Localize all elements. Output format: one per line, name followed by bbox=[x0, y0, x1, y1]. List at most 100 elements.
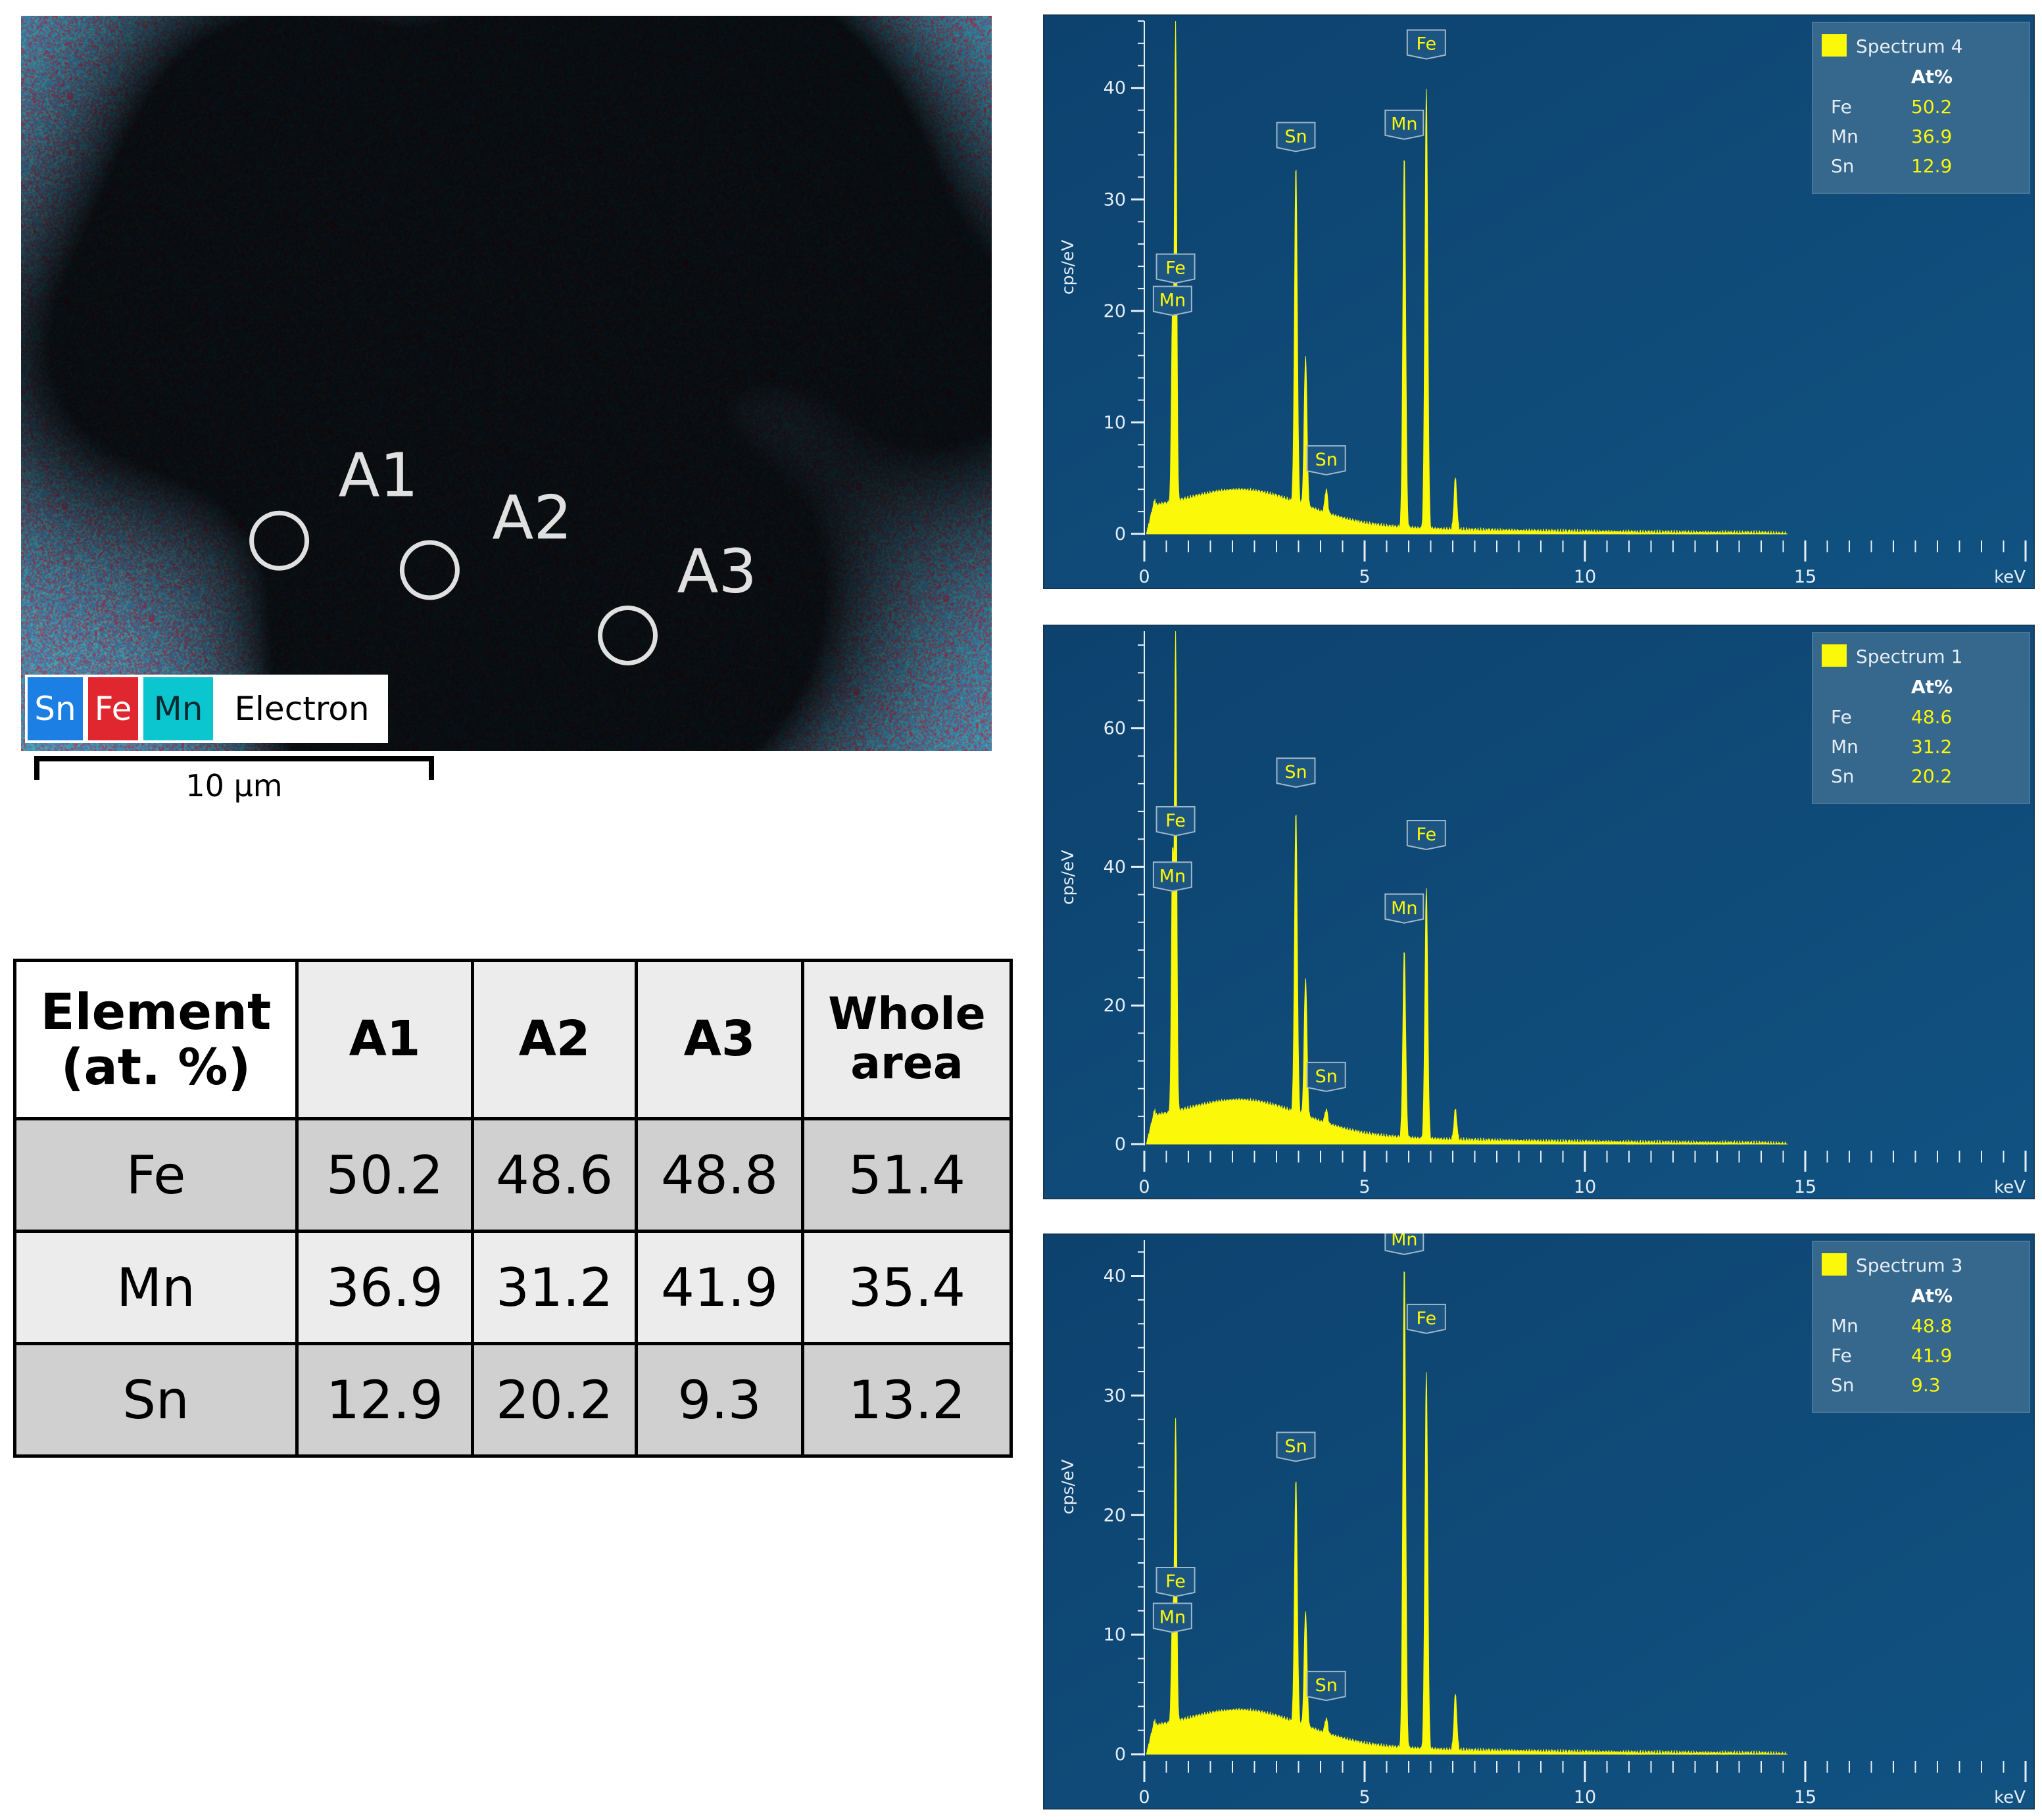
peak-tag-box bbox=[1406, 29, 1446, 60]
y-tick-label: 10 bbox=[1104, 412, 1126, 433]
x-tick-label: 10 bbox=[1574, 1787, 1596, 1808]
legend-swatch bbox=[1822, 644, 1847, 667]
peak-tag-label: Fe bbox=[1165, 811, 1186, 831]
x-tick-label: 0 bbox=[1138, 1177, 1150, 1197]
x-unit-label: keV bbox=[1994, 1178, 2026, 1197]
scale-bar-tick-right bbox=[429, 756, 434, 780]
table-cell: 9.3 bbox=[635, 1342, 804, 1458]
spectrum-area bbox=[1146, 20, 1788, 535]
x-tick-label: 5 bbox=[1359, 567, 1370, 587]
legend-swatch bbox=[1822, 1253, 1847, 1276]
legend-series-name: Spectrum 3 bbox=[1856, 1255, 1962, 1276]
peak-tag-label: Sn bbox=[1315, 1066, 1338, 1087]
header-a2: A2 bbox=[471, 959, 638, 1120]
peak-tag-fe: Fe bbox=[1155, 805, 1196, 836]
peak-tag-label: Fe bbox=[1165, 258, 1186, 278]
legend-value: 50.2 bbox=[1911, 96, 1952, 118]
peak-tag-box bbox=[1155, 253, 1196, 284]
peak-tag-mn: Mn bbox=[1384, 109, 1424, 140]
marker-circle-a2 bbox=[399, 540, 460, 600]
peak-tag-mn: Mn bbox=[1384, 1233, 1424, 1255]
table-cell: 51.4 bbox=[801, 1117, 1013, 1233]
x-tick-label: 5 bbox=[1359, 1177, 1370, 1197]
peak-tag-label: Mn bbox=[1391, 114, 1417, 135]
table-cell: 20.2 bbox=[471, 1342, 638, 1458]
header-a3: A3 bbox=[635, 959, 804, 1120]
peak-tag-label: Sn bbox=[1284, 762, 1307, 782]
peak-tag-box bbox=[1406, 1303, 1446, 1334]
y-tick-label: 60 bbox=[1104, 719, 1126, 739]
legend-element: Fe bbox=[1831, 96, 1852, 118]
peak-tag-box bbox=[1276, 757, 1316, 788]
table-cell: 48.8 bbox=[635, 1117, 804, 1233]
x-tick-label: 15 bbox=[1794, 567, 1816, 587]
legend-electron: Electron bbox=[216, 675, 388, 743]
table-cell: Sn bbox=[13, 1342, 299, 1458]
y-tick-label: 20 bbox=[1104, 301, 1126, 322]
y-tick-label: 30 bbox=[1104, 189, 1126, 210]
legend-swatch bbox=[1822, 34, 1847, 57]
y-tick-label: 20 bbox=[1104, 995, 1126, 1016]
peak-tag-fe: Fe bbox=[1155, 1566, 1196, 1597]
peak-tag-label: Sn bbox=[1284, 126, 1307, 147]
peak-tag-box bbox=[1306, 1671, 1346, 1702]
peak-tag-label: Mn bbox=[1391, 898, 1417, 919]
peak-tag-box bbox=[1306, 1061, 1346, 1092]
peak-tag-sn: Sn bbox=[1306, 1061, 1346, 1092]
table-cell: 36.9 bbox=[295, 1230, 474, 1345]
peak-tag-label: Mn bbox=[1159, 866, 1186, 886]
peak-tag-mn: Mn bbox=[1152, 285, 1192, 316]
x-tick-label: 10 bbox=[1574, 567, 1596, 587]
table-cell: 35.4 bbox=[801, 1230, 1013, 1345]
scale-bar-line bbox=[34, 756, 429, 761]
peak-tag-box bbox=[1155, 805, 1196, 836]
peak-tag-sn: Sn bbox=[1306, 445, 1346, 476]
spectrum-area bbox=[1146, 1271, 1788, 1756]
legend-element: Mn bbox=[1831, 1315, 1859, 1337]
legend-value: 31.2 bbox=[1911, 736, 1952, 757]
table-header-row: Element (at. %) A1 A2 A3 Whole area bbox=[13, 959, 1013, 1120]
peak-tag-box bbox=[1152, 861, 1192, 892]
peak-tag-box bbox=[1152, 1602, 1192, 1633]
peak-tag-box bbox=[1384, 1233, 1424, 1255]
y-tick-label: 0 bbox=[1115, 1134, 1126, 1155]
peak-tag-box bbox=[1276, 1431, 1316, 1462]
legend-fe: Fe bbox=[85, 675, 141, 743]
peak-tag-box bbox=[1276, 122, 1316, 153]
y-tick-label: 0 bbox=[1115, 524, 1126, 544]
legend-value: 41.9 bbox=[1911, 1345, 1952, 1366]
legend-element: Sn bbox=[1831, 765, 1855, 787]
x-unit-label: keV bbox=[1994, 1788, 2026, 1808]
table-cell: Mn bbox=[13, 1230, 299, 1345]
header-a1: A1 bbox=[295, 959, 474, 1120]
legend-column-header: At% bbox=[1911, 1285, 1953, 1306]
y-tick-label: 40 bbox=[1104, 78, 1126, 99]
peak-tag-mn: Mn bbox=[1384, 893, 1424, 924]
peak-tag-label: Sn bbox=[1315, 450, 1338, 470]
legend-value: 36.9 bbox=[1911, 126, 1952, 147]
table-cell: 50.2 bbox=[295, 1117, 474, 1233]
spectrum-legend: Spectrum 1 At% Fe 48.6 Mn 31.2 Sn 20.2 bbox=[1812, 632, 2030, 804]
peak-tag-sn: Sn bbox=[1276, 757, 1316, 788]
x-tick-label: 5 bbox=[1359, 1787, 1370, 1808]
y-tick-label: 30 bbox=[1104, 1385, 1126, 1406]
y-axis-label: cps/eV bbox=[1058, 850, 1077, 905]
legend-element: Mn bbox=[1831, 126, 1859, 147]
marker-label-a3: A3 bbox=[677, 536, 757, 606]
peak-tag-box bbox=[1306, 445, 1346, 476]
y-tick-label: 10 bbox=[1104, 1625, 1126, 1645]
map-markers-svg: A1 A2 A3 bbox=[249, 440, 757, 665]
peak-tag-label: Mn bbox=[1159, 1608, 1186, 1628]
y-axis-label: cps/eV bbox=[1058, 1460, 1077, 1515]
peak-tag-label: Fe bbox=[1416, 825, 1436, 845]
peak-tag-fe: Fe bbox=[1155, 253, 1196, 284]
spectrum-area bbox=[1146, 631, 1788, 1145]
spectrum-legend: Spectrum 4 At% Fe 50.2 Mn 36.9 Sn 12.9 bbox=[1812, 22, 2030, 194]
scale-label: 10 μm bbox=[185, 768, 283, 803]
x-tick-label: 15 bbox=[1794, 1787, 1816, 1808]
legend-sn: Sn bbox=[25, 675, 85, 743]
legend-element: Fe bbox=[1831, 706, 1852, 728]
peak-tag-label: Mn bbox=[1391, 1233, 1417, 1250]
y-tick-label: 40 bbox=[1104, 1266, 1126, 1287]
legend-value: 48.8 bbox=[1911, 1315, 1952, 1337]
